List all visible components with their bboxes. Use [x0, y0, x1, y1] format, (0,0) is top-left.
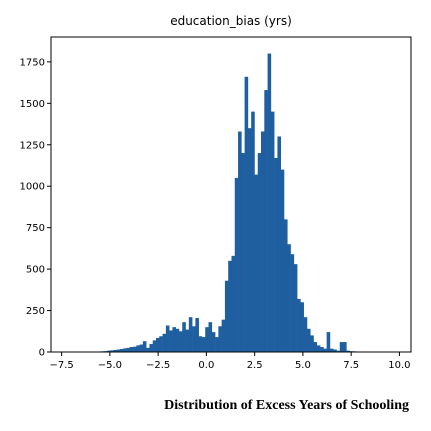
- chart-title: education_bias (yrs): [170, 14, 292, 28]
- histogram-bar: [297, 298, 301, 352]
- histogram-bar: [231, 255, 236, 352]
- histogram-bar: [228, 260, 232, 352]
- y-tick-label: 1250: [20, 140, 45, 151]
- y-tick-label: 500: [26, 265, 45, 276]
- x-tick-label: 10.0: [388, 360, 410, 371]
- histogram-bar: [211, 332, 216, 352]
- histogram-bar: [241, 153, 245, 352]
- plot-frame: [50, 36, 412, 353]
- histogram-bar: [306, 328, 311, 352]
- histogram-bar: [300, 302, 304, 352]
- histogram-bar: [274, 158, 278, 352]
- histogram-bar: [182, 322, 186, 352]
- histogram-bar: [149, 344, 154, 352]
- histogram-bar: [293, 264, 298, 352]
- histogram-bar: [123, 348, 127, 352]
- histogram-bars: [90, 53, 380, 353]
- histogram-bar: [346, 350, 350, 352]
- histogram-bar: [290, 254, 295, 352]
- histogram-bar: [116, 349, 121, 352]
- histogram-bar: [215, 337, 219, 352]
- histogram-bar: [129, 347, 134, 352]
- x-tick-label: 5.0: [295, 360, 311, 371]
- histogram-bar: [113, 350, 117, 352]
- histogram-bar: [221, 319, 226, 352]
- x-tick-label: −7.5: [49, 360, 73, 371]
- y-tick-label: 1500: [20, 99, 45, 110]
- histogram-bar: [205, 327, 209, 352]
- histogram-bar: [261, 131, 265, 352]
- histogram-bar: [280, 169, 285, 352]
- histogram-bar: [247, 128, 252, 352]
- histogram-bar: [136, 345, 140, 352]
- histogram-bar: [244, 76, 249, 352]
- x-axis: −7.5 −5.0 −2.5 0.0 2.5 5.0 7.5 10.0: [49, 352, 411, 371]
- histogram-bar: [185, 329, 190, 352]
- histogram-bar: [264, 90, 268, 352]
- y-tick-label: 250: [26, 306, 45, 317]
- histogram-bar: [162, 333, 167, 352]
- histogram-bar: [165, 325, 170, 352]
- histogram-bar: [257, 153, 262, 352]
- histogram-bar: [333, 349, 337, 352]
- histogram-bar: [316, 345, 321, 352]
- histogram-bar: [323, 348, 327, 352]
- x-tick-label: 0.0: [198, 360, 214, 371]
- histogram-bar: [139, 344, 144, 352]
- y-axis: 0 250 500 750 1000 1250 1500 1750: [20, 57, 51, 359]
- y-tick-label: 750: [26, 223, 45, 234]
- histogram-bar: [326, 332, 331, 352]
- histogram-bar: [224, 280, 229, 352]
- histogram-bar: [195, 318, 199, 352]
- histogram-bar: [251, 111, 255, 353]
- histogram-bar: [175, 328, 180, 352]
- histogram-bar: [313, 342, 318, 352]
- x-tick-label: −5.0: [98, 360, 122, 371]
- histogram-bar: [267, 53, 272, 352]
- histogram-bar: [254, 174, 259, 352]
- histogram-bar: [234, 177, 239, 352]
- x-tick-label: 2.5: [247, 360, 263, 371]
- y-tick-label: 1750: [20, 57, 45, 68]
- histogram-bar: [156, 337, 160, 352]
- histogram-bar: [169, 330, 173, 352]
- histogram-bar: [218, 326, 222, 352]
- histogram-bar: [110, 350, 114, 352]
- histogram-bar: [146, 347, 150, 352]
- histogram-bar: [303, 317, 308, 352]
- histogram-bar: [159, 336, 163, 352]
- histogram-bar: [106, 350, 111, 352]
- y-tick-label: 0: [39, 348, 45, 359]
- histogram-bar: [178, 331, 183, 352]
- histogram-bar: [336, 350, 341, 352]
- histogram-bar: [133, 346, 137, 352]
- histogram-bar: [188, 317, 193, 352]
- histogram-bar: [192, 326, 196, 352]
- histogram-bar: [283, 219, 288, 352]
- figure-caption: Distribution of Excess Years of Schoolin…: [164, 398, 409, 413]
- x-tick-label: −2.5: [146, 360, 170, 371]
- histogram-bar: [277, 136, 282, 352]
- histogram-bar: [152, 340, 157, 352]
- histogram-bar: [142, 341, 147, 352]
- histogram-bar: [320, 347, 324, 352]
- histogram-bar: [208, 322, 213, 352]
- histogram-bar: [339, 342, 344, 352]
- histogram-bar: [310, 335, 314, 352]
- histogram-bar: [201, 337, 206, 352]
- histogram-bar: [172, 327, 176, 352]
- histogram-bar: [329, 348, 334, 352]
- histogram-bar: [198, 336, 203, 352]
- y-tick-label: 1000: [20, 182, 45, 193]
- histogram-bar: [126, 347, 131, 352]
- histogram-bar: [343, 342, 347, 352]
- x-tick-label: 7.5: [343, 360, 359, 371]
- histogram-bar: [287, 244, 291, 352]
- histogram-bar: [119, 349, 124, 352]
- histogram-bar: [238, 131, 242, 352]
- histogram-bar: [270, 111, 275, 353]
